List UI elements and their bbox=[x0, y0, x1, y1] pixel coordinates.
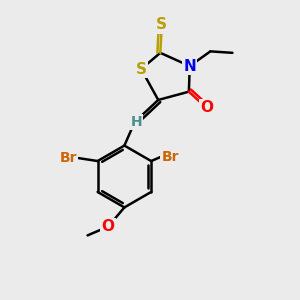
Text: Br: Br bbox=[161, 150, 179, 164]
Text: N: N bbox=[183, 58, 196, 74]
Text: H: H bbox=[130, 115, 142, 129]
Text: O: O bbox=[200, 100, 213, 116]
Text: Br: Br bbox=[59, 151, 77, 165]
Text: S: S bbox=[136, 61, 147, 76]
Text: S: S bbox=[156, 17, 167, 32]
Text: O: O bbox=[102, 219, 115, 234]
